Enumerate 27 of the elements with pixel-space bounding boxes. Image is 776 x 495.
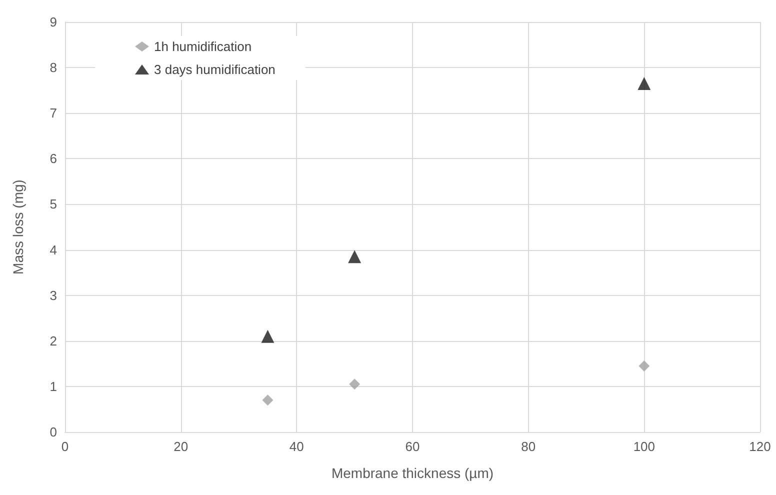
y-tick-label: 8 xyxy=(50,60,57,76)
y-tick-label: 1 xyxy=(50,378,57,394)
y-tick-label: 2 xyxy=(50,333,57,348)
point xyxy=(638,77,651,90)
x-axis-title: Membrane thickness (µm) xyxy=(331,465,494,481)
x-tick-label: 40 xyxy=(289,439,304,454)
y-tick-label: 7 xyxy=(50,106,57,121)
y-axis-title: Mass loss (mg) xyxy=(10,180,26,274)
point xyxy=(262,394,274,406)
legend-label: 3 days humidification xyxy=(154,62,276,77)
x-tick-label: 120 xyxy=(749,439,771,454)
x-tick-label: 20 xyxy=(174,439,188,454)
point xyxy=(261,330,274,343)
point xyxy=(638,360,650,372)
point xyxy=(348,250,362,264)
y-tick-label: 6 xyxy=(50,151,57,166)
point xyxy=(349,378,360,390)
legend-label: 1h humidification xyxy=(154,39,252,54)
y-tick-label: 0 xyxy=(50,424,57,440)
x-tick-label: 80 xyxy=(521,439,536,454)
x-tick-label: 100 xyxy=(633,439,656,454)
x-tick-label: 0 xyxy=(61,439,69,454)
y-tick-label: 9 xyxy=(50,14,57,30)
y-tick-label: 4 xyxy=(50,242,57,258)
y-tick-label: 3 xyxy=(50,288,57,303)
y-tick-label: 5 xyxy=(50,196,57,212)
x-tick-label: 60 xyxy=(405,439,420,454)
